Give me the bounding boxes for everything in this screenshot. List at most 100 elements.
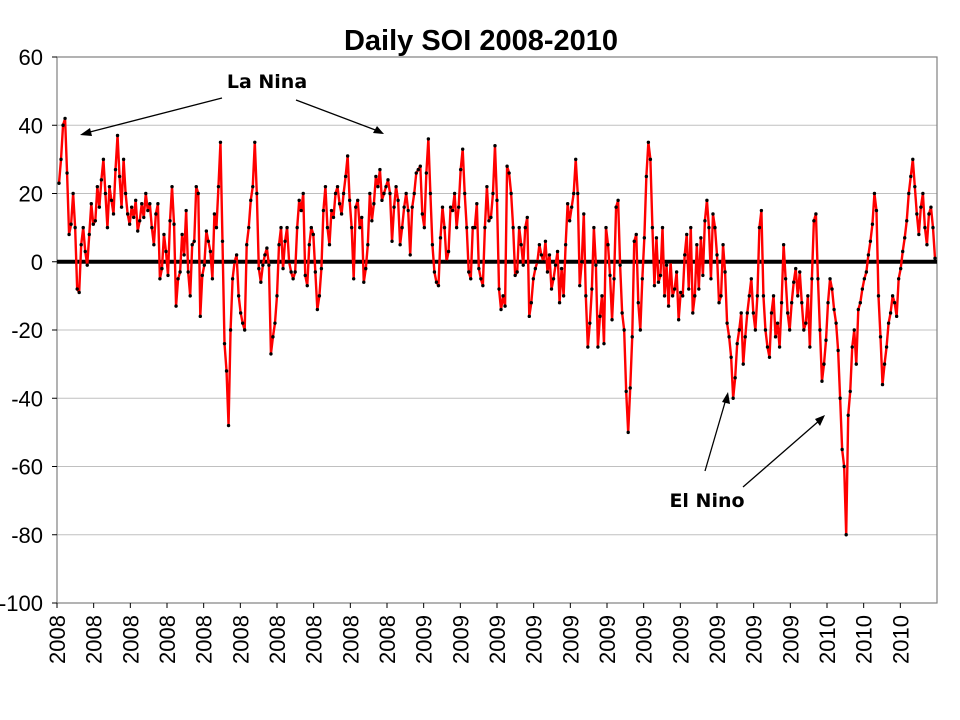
data-point — [919, 205, 923, 209]
data-point — [93, 219, 98, 223]
data-point — [862, 277, 867, 281]
data-point — [323, 184, 328, 189]
data-point — [57, 181, 61, 185]
data-point — [497, 287, 501, 291]
data-point — [81, 225, 85, 230]
data-point — [582, 212, 586, 216]
data-point — [886, 321, 891, 325]
data-point — [206, 239, 211, 243]
data-point — [426, 137, 431, 141]
data-point — [725, 321, 729, 325]
x-tick-label: 2010 — [815, 615, 840, 664]
data-point — [511, 225, 515, 230]
data-point — [569, 205, 574, 209]
data-point — [259, 280, 263, 284]
data-point — [87, 232, 91, 237]
data-point — [923, 225, 927, 230]
data-point — [99, 178, 104, 182]
data-point — [204, 229, 209, 233]
data-point — [372, 202, 376, 206]
data-point — [230, 277, 235, 281]
data-point — [299, 208, 303, 213]
data-point — [814, 212, 818, 216]
data-point — [111, 212, 116, 216]
x-tick-label: 2008 — [228, 615, 253, 664]
data-point — [79, 242, 83, 247]
data-point — [188, 294, 192, 298]
data-point — [138, 219, 142, 223]
data-point — [168, 219, 172, 223]
data-point — [154, 212, 158, 216]
data-point — [618, 263, 622, 267]
data-point — [487, 219, 491, 223]
data-point — [880, 382, 885, 387]
data-point — [596, 345, 600, 349]
data-point — [360, 215, 364, 220]
data-point — [160, 266, 164, 271]
data-point — [418, 164, 422, 168]
data-point — [745, 311, 749, 315]
data-point — [767, 355, 772, 359]
data-point — [358, 225, 362, 230]
data-point — [345, 154, 350, 158]
data-point — [674, 270, 679, 274]
data-point — [707, 225, 711, 230]
data-point — [652, 283, 657, 288]
data-point — [810, 277, 814, 281]
data-point — [315, 307, 320, 312]
data-point — [872, 191, 877, 196]
data-point — [592, 225, 596, 230]
data-point — [711, 212, 715, 216]
data-point — [368, 191, 372, 196]
data-point — [91, 222, 96, 226]
data-point — [533, 266, 538, 271]
data-point — [699, 236, 703, 240]
data-point — [539, 253, 544, 257]
data-point — [901, 249, 905, 254]
data-point — [71, 191, 75, 196]
data-point — [614, 205, 618, 209]
data-point — [894, 314, 899, 319]
data-point — [557, 301, 562, 305]
arrow-el-nino-left — [704, 398, 727, 472]
data-point — [741, 362, 745, 366]
data-point — [287, 260, 291, 264]
x-tick-label: 2008 — [118, 615, 143, 664]
data-point — [448, 205, 453, 209]
data-point — [305, 283, 309, 288]
data-point — [85, 263, 89, 267]
data-point — [503, 304, 507, 308]
data-point — [103, 191, 108, 196]
data-point — [701, 273, 705, 278]
data-point — [685, 232, 689, 237]
data-point — [134, 198, 138, 203]
data-point — [174, 304, 178, 308]
data-point — [434, 280, 439, 284]
data-point — [485, 184, 489, 189]
data-point — [59, 157, 63, 162]
data-point — [606, 242, 610, 247]
data-point — [176, 277, 180, 281]
data-point — [430, 242, 435, 247]
data-point — [505, 164, 509, 168]
data-point — [109, 198, 114, 203]
data-point — [769, 311, 774, 315]
data-point — [852, 328, 856, 332]
data-point — [838, 396, 842, 400]
data-point — [416, 167, 420, 172]
data-point — [664, 263, 669, 267]
data-point — [832, 307, 836, 312]
data-point — [648, 157, 653, 162]
data-point — [481, 283, 485, 288]
data-point — [543, 239, 548, 243]
data-point — [414, 171, 418, 175]
x-tick-label: 2009 — [705, 615, 730, 664]
data-point — [771, 294, 776, 298]
data-point — [818, 328, 822, 332]
data-point — [529, 301, 534, 305]
data-point — [107, 184, 112, 189]
data-point — [125, 212, 130, 216]
x-tick-label: 2008 — [155, 615, 180, 664]
data-point — [234, 253, 239, 257]
data-point — [555, 249, 560, 254]
